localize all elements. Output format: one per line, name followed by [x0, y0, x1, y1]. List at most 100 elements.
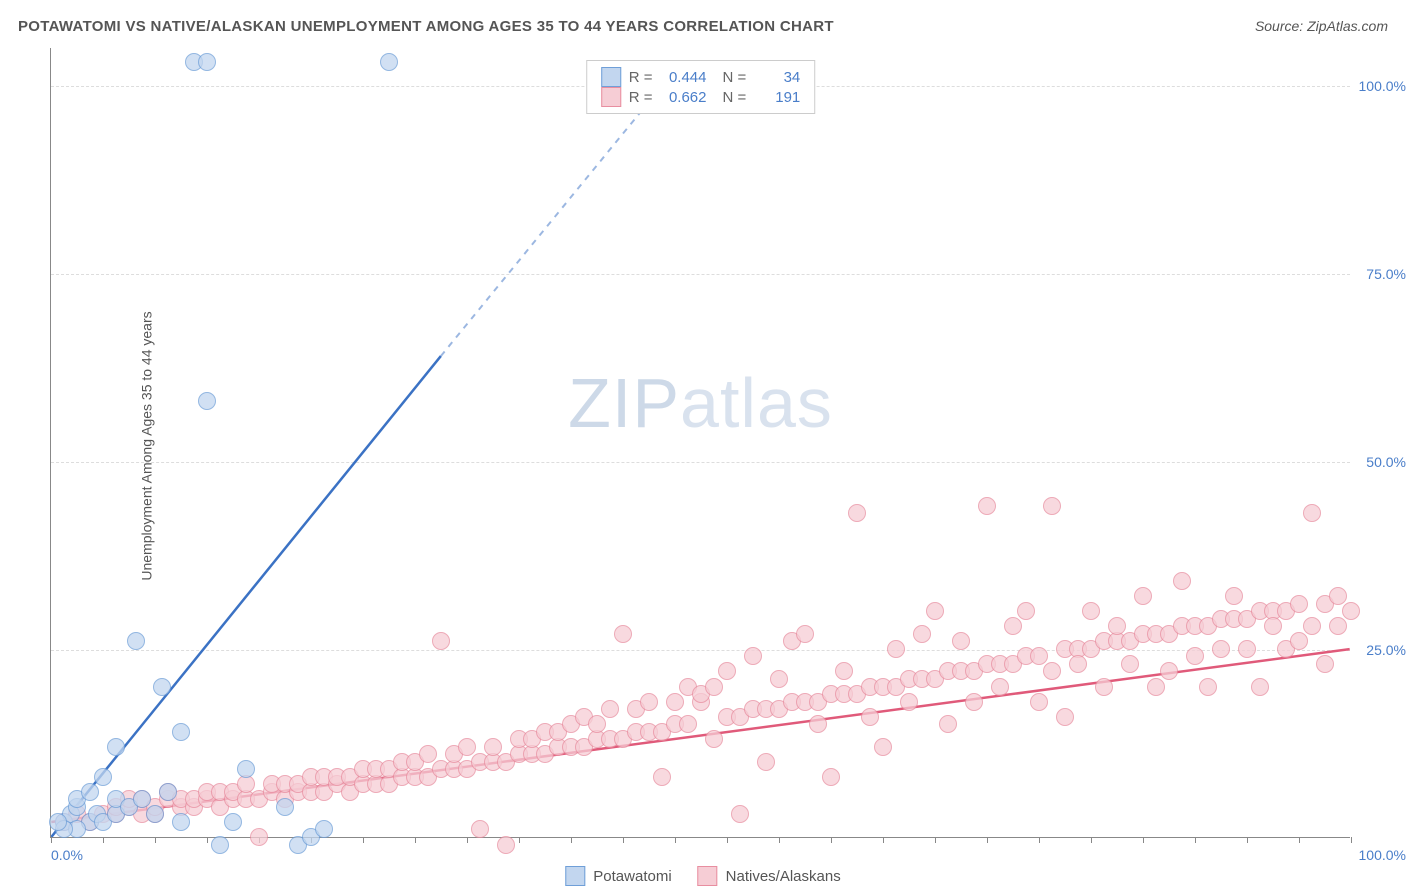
scatter-point [705, 678, 723, 696]
scatter-point [653, 768, 671, 786]
scatter-point [809, 715, 827, 733]
scatter-point [1290, 595, 1308, 613]
x-tick [623, 837, 624, 843]
r-value: 0.662 [661, 89, 707, 106]
scatter-point [874, 738, 892, 756]
scatter-point [1082, 602, 1100, 620]
x-tick [363, 837, 364, 843]
scatter-point [1017, 602, 1035, 620]
trend-lines [51, 48, 1350, 837]
x-tick [1247, 837, 1248, 843]
scatter-point [770, 670, 788, 688]
scatter-point [757, 753, 775, 771]
x-max-label: 100.0% [1359, 847, 1406, 863]
scatter-point [952, 632, 970, 650]
scatter-point [1303, 504, 1321, 522]
chart-container: POTAWATOMI VS NATIVE/ALASKAN UNEMPLOYMEN… [0, 0, 1406, 892]
legend: PotawatomiNatives/Alaskans [565, 866, 840, 886]
scatter-point [107, 738, 125, 756]
x-tick [935, 837, 936, 843]
scatter-point [1342, 602, 1360, 620]
scatter-point [419, 745, 437, 763]
n-value: 34 [754, 69, 800, 86]
scatter-point [458, 738, 476, 756]
x-min-label: 0.0% [51, 847, 83, 863]
r-value: 0.444 [661, 69, 707, 86]
scatter-point [1316, 655, 1334, 673]
scatter-point [731, 805, 749, 823]
scatter-point [1030, 693, 1048, 711]
scatter-point [1173, 572, 1191, 590]
n-label: N = [723, 89, 747, 106]
scatter-point [913, 625, 931, 643]
scatter-point [471, 820, 489, 838]
x-tick [1091, 837, 1092, 843]
stats-row: R =0.444N =34 [601, 67, 801, 87]
scatter-point [380, 53, 398, 71]
x-tick [571, 837, 572, 843]
scatter-point [1225, 587, 1243, 605]
scatter-point [1043, 497, 1061, 515]
y-tick-label: 25.0% [1366, 642, 1406, 658]
scatter-point [588, 715, 606, 733]
y-tick-label: 75.0% [1366, 266, 1406, 282]
x-tick [51, 837, 52, 843]
scatter-point [1238, 640, 1256, 658]
scatter-point [744, 647, 762, 665]
x-tick [675, 837, 676, 843]
scatter-point [1095, 678, 1113, 696]
r-label: R = [629, 69, 653, 86]
legend-label: Potawatomi [593, 868, 671, 885]
x-tick [155, 837, 156, 843]
scatter-point [1186, 647, 1204, 665]
scatter-point [1160, 662, 1178, 680]
y-tick-label: 50.0% [1366, 454, 1406, 470]
gridline [51, 274, 1350, 275]
scatter-point [939, 715, 957, 733]
scatter-point [1043, 662, 1061, 680]
scatter-point [94, 768, 112, 786]
gridline [51, 462, 1350, 463]
scatter-point [237, 760, 255, 778]
scatter-point [497, 836, 515, 854]
x-tick [1039, 837, 1040, 843]
scatter-point [224, 813, 242, 831]
scatter-point [133, 790, 151, 808]
x-tick [831, 837, 832, 843]
scatter-point [1264, 617, 1282, 635]
scatter-point [991, 678, 1009, 696]
scatter-point [900, 693, 918, 711]
scatter-point [159, 783, 177, 801]
scatter-point [705, 730, 723, 748]
scatter-point [848, 504, 866, 522]
scatter-point [172, 813, 190, 831]
scatter-point [1199, 678, 1217, 696]
x-tick [467, 837, 468, 843]
scatter-point [484, 738, 502, 756]
scatter-point [965, 693, 983, 711]
scatter-point [887, 640, 905, 658]
swatch-icon [601, 67, 621, 87]
scatter-point [1290, 632, 1308, 650]
scatter-point [614, 625, 632, 643]
scatter-point [1147, 678, 1165, 696]
scatter-point [172, 723, 190, 741]
source-attribution: Source: ZipAtlas.com [1255, 18, 1388, 34]
scatter-point [822, 768, 840, 786]
swatch-icon [698, 866, 718, 886]
x-tick [883, 837, 884, 843]
stats-row: R =0.662N =191 [601, 87, 801, 107]
scatter-point [146, 805, 164, 823]
scatter-point [198, 53, 216, 71]
scatter-point [81, 783, 99, 801]
scatter-point [861, 708, 879, 726]
scatter-point [1134, 587, 1152, 605]
x-tick [1195, 837, 1196, 843]
scatter-point [601, 700, 619, 718]
scatter-point [1303, 617, 1321, 635]
gridline [51, 650, 1350, 651]
scatter-point [1329, 587, 1347, 605]
scatter-point [127, 632, 145, 650]
swatch-icon [565, 866, 585, 886]
scatter-point [796, 625, 814, 643]
